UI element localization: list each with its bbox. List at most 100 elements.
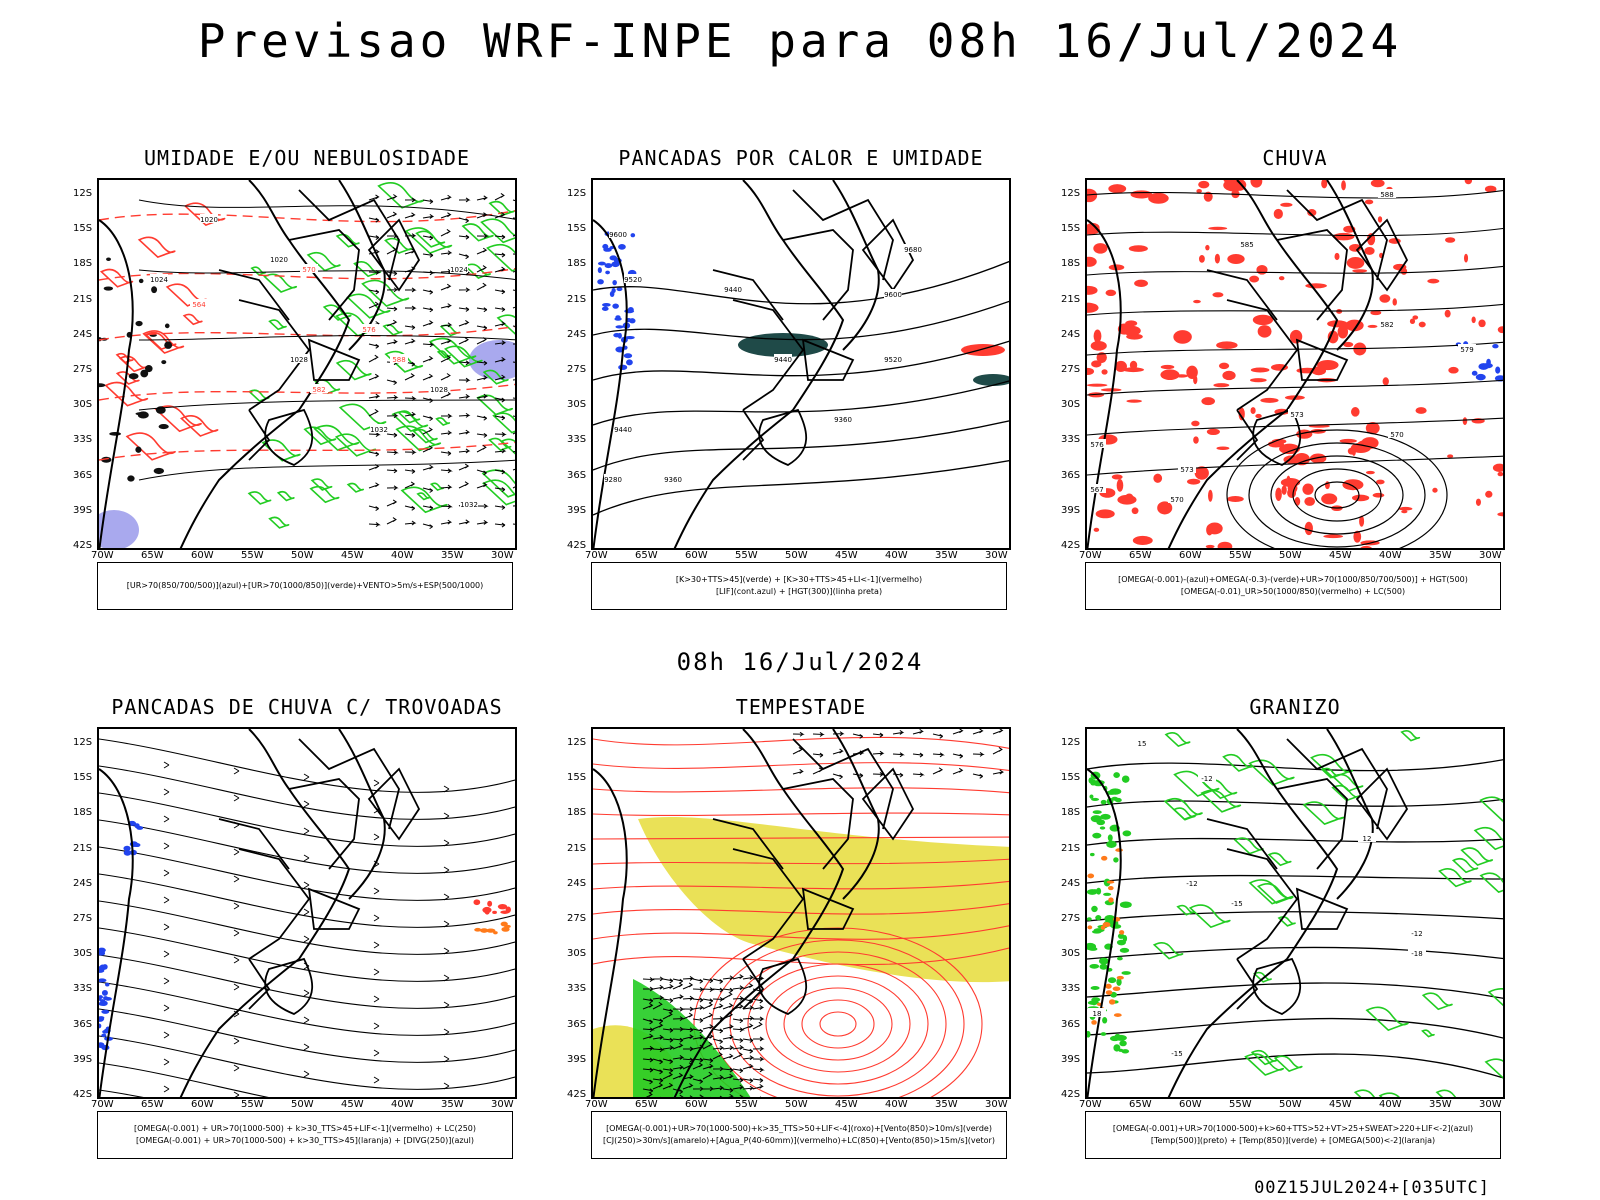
wind-vector (702, 1058, 714, 1063)
wind-vector (512, 432, 515, 435)
lon-tick-label: 50W (785, 1099, 808, 1110)
contour-label: 579 (1460, 346, 1473, 354)
humidity-contour-green (435, 417, 451, 426)
humidity-contour-green (382, 324, 403, 336)
contour-label-bg (609, 229, 627, 238)
humidity-contour-green (482, 369, 509, 385)
wind-vector (852, 733, 863, 739)
lat-tick-label: 18S (73, 258, 93, 270)
rain-area-red (1122, 367, 1144, 373)
wind-vector (642, 1002, 654, 1010)
terrain-contour (127, 475, 135, 482)
cyclone-streamline (819, 1011, 857, 1037)
temp-850-dense (1092, 810, 1102, 815)
rain-area-red (1327, 330, 1339, 344)
terrain-contour (109, 431, 122, 436)
rain-area-red (1087, 302, 1099, 313)
temp-850-contour (1248, 759, 1295, 786)
lat-tick-label: 30S (1061, 399, 1081, 411)
rain-area-red (1108, 184, 1127, 194)
lon-tick-label: 35W (1429, 1099, 1452, 1110)
streamline-arrow (373, 941, 380, 949)
wind-vector (476, 247, 488, 255)
wind-vector (494, 234, 506, 240)
wind-vector (662, 1011, 673, 1020)
rain-area-red (1249, 378, 1267, 383)
contour-label-bg (604, 474, 622, 483)
wind-vector (712, 1038, 723, 1045)
wind-vector (872, 732, 884, 738)
wind-vector (732, 1077, 744, 1083)
wind-vector (692, 1005, 705, 1010)
wind-vector (752, 1016, 765, 1022)
omega-area-orange (1107, 885, 1114, 891)
wind-vector (682, 1006, 695, 1012)
wind-vector (682, 1027, 694, 1033)
wind-vector (932, 733, 944, 739)
temp-850-contour (1253, 971, 1272, 983)
height-300-line (593, 380, 1009, 426)
wind-vector (662, 1037, 674, 1043)
rain-area-red (1111, 474, 1123, 480)
wind-vector (440, 451, 452, 456)
wind-vector (642, 977, 655, 982)
legend-line: [OMEGA(-0.01)_UR>50(1000/850)(vermelho) … (1180, 587, 1406, 596)
contour-label: 585 (1240, 241, 1253, 249)
lat-tick-label: 15S (73, 223, 93, 235)
terrain-contour (99, 383, 106, 388)
legend-line: [OMEGA(-0.001)+UR>70(1000-500)+k>35_TTS>… (606, 1124, 992, 1133)
lon-tick-label: 65W (141, 1099, 164, 1110)
rain-area-red (1203, 191, 1213, 202)
rain-area-red (1255, 413, 1262, 419)
low-pressure-ring (1248, 442, 1426, 548)
humidity-contour-red (179, 415, 219, 437)
terrain-contour (161, 360, 167, 365)
temp-850-dense (1106, 790, 1117, 795)
wind-vector (652, 1068, 663, 1075)
humidity-contour-green (480, 218, 515, 244)
wind-vector (672, 978, 684, 984)
rain-area-red (1350, 407, 1360, 417)
omega-area-orange (1105, 983, 1112, 989)
wind-vector (692, 1078, 703, 1084)
rain-area-red (1305, 283, 1327, 289)
thickness-dashed-line (99, 383, 515, 401)
contour-label-bg (190, 299, 208, 308)
wind-vector (682, 1034, 694, 1040)
wind-vector (692, 1018, 704, 1023)
wind-vector (422, 427, 433, 435)
streamline-arrow (303, 1016, 310, 1024)
wind-vector (642, 1018, 653, 1025)
streamline-arrow (443, 785, 450, 793)
temp-850-contour (1222, 753, 1254, 772)
rain-area-red (1349, 243, 1362, 252)
isobar-line (138, 459, 515, 481)
temp-850-contour (1302, 801, 1345, 826)
wind-vector (458, 234, 470, 240)
lifted-index-contour (624, 309, 635, 314)
wind-vector (476, 432, 488, 438)
wind-vector (662, 1045, 675, 1051)
wind-vector (732, 995, 745, 1001)
wind-vector (642, 1033, 654, 1040)
humidity-contour-green (488, 200, 515, 217)
wind-vector (422, 199, 434, 204)
wind-vector (722, 1067, 734, 1073)
contour-label: 15 (1138, 740, 1147, 748)
wind-vector (682, 975, 695, 981)
wind-vector (852, 773, 864, 779)
wind-vector (476, 212, 488, 219)
rain-area-red (1093, 527, 1100, 532)
temp-850-dense (1091, 905, 1098, 913)
rain-area-red (1218, 362, 1230, 370)
rain-area-red (1191, 420, 1200, 427)
wind-vector (722, 1024, 734, 1030)
rain-area-red (1087, 188, 1098, 203)
lat-tick-label: 39S (1061, 1053, 1081, 1065)
contour-label: 1028 (430, 386, 448, 394)
lat-tick-label: 24S (567, 328, 587, 340)
wind-vector (689, 1095, 693, 1097)
omega-area-orange (1115, 848, 1123, 852)
wind-vector (422, 397, 433, 403)
contour-label-bg (1408, 928, 1426, 937)
